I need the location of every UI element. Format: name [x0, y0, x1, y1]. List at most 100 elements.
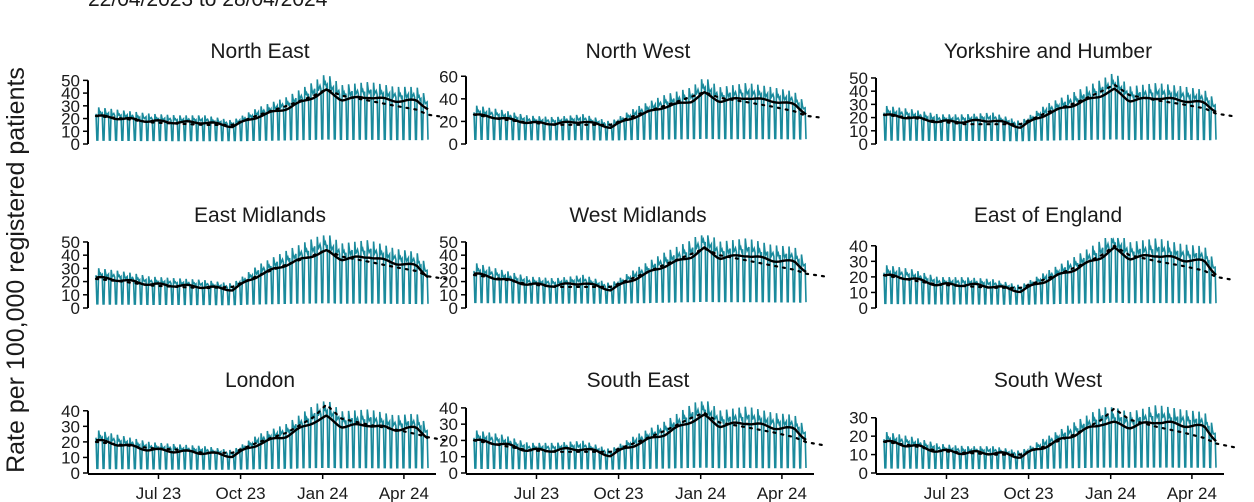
trend-dotted-line — [472, 411, 826, 453]
panel-title: South West — [994, 369, 1102, 392]
y-tick-label: 10 — [439, 286, 458, 305]
daily-rate-line — [95, 75, 429, 142]
y-tick-label: 0 — [71, 135, 80, 154]
smoothed-average-line — [95, 88, 429, 129]
y-tick-label: 30 — [849, 95, 868, 114]
x-tick-label: Oct 23 — [594, 484, 644, 502]
y-tick-label: 20 — [439, 273, 458, 292]
y-tick-label: 30 — [61, 417, 80, 436]
y-tick-label: 50 — [61, 71, 80, 90]
smoothed-average-line — [95, 414, 429, 459]
smoothed-average-line — [473, 90, 807, 130]
panel-title: East of England — [974, 204, 1122, 227]
y-tick-label: 10 — [61, 448, 80, 467]
y-tick-label: 40 — [61, 84, 80, 103]
x-tick-label: Jan 24 — [1085, 484, 1136, 502]
trend-dotted-line — [472, 90, 826, 126]
y-tick-label: 30 — [849, 409, 868, 428]
y-tick-label: 10 — [849, 283, 868, 302]
y-tick-label: 0 — [71, 299, 80, 318]
smoothed-average-line — [883, 246, 1217, 294]
y-tick-label: 0 — [71, 464, 80, 483]
y-tick-label: 50 — [439, 233, 458, 252]
y-tick-label: 40 — [439, 399, 458, 418]
y-tick-label: 40 — [61, 246, 80, 265]
y-tick-label: 20 — [61, 110, 80, 129]
smoothed-average-line — [473, 246, 807, 292]
daily-rate-line — [883, 405, 1217, 470]
y-tick-label: 0 — [859, 299, 868, 318]
x-tick-label: Oct 23 — [1004, 484, 1054, 502]
y-tick-label: 20 — [849, 268, 868, 287]
smoothed-average-line — [95, 248, 429, 292]
x-tick-label: Jan 24 — [297, 484, 348, 502]
y-tick-label: 10 — [439, 448, 458, 467]
x-tick-label: Jul 23 — [924, 484, 969, 502]
x-tick-label: Jul 23 — [136, 484, 181, 502]
y-tick-label: 40 — [849, 237, 868, 256]
panel-title: South East — [587, 369, 690, 392]
daily-rate-line — [95, 235, 429, 306]
daily-rate-line — [883, 73, 1217, 142]
x-tick-label: Oct 23 — [216, 484, 266, 502]
y-tick-label: 30 — [849, 252, 868, 271]
y-tick-label: 30 — [439, 415, 458, 434]
y-tick-label: 40 — [439, 90, 458, 109]
panel-title: North West — [586, 40, 691, 63]
panel-north-west: North West 0 20 40 60 — [439, 40, 826, 154]
y-axis-label: Rate per 100,000 registered patients — [2, 67, 30, 473]
smoothed-average-line — [883, 87, 1217, 129]
y-tick-label: 50 — [61, 233, 80, 252]
y-tick-label: 30 — [61, 259, 80, 278]
y-tick-label: 10 — [849, 122, 868, 141]
y-tick-label: 10 — [849, 446, 868, 465]
daily-rate-line — [95, 401, 429, 470]
x-tick-label: Jan 24 — [675, 484, 726, 502]
y-tick-label: 40 — [61, 402, 80, 421]
y-tick-label: 60 — [439, 67, 458, 86]
x-tick-label: Apr 24 — [1167, 484, 1217, 502]
panel-title: West Midlands — [569, 204, 706, 227]
y-tick-label: 20 — [61, 273, 80, 292]
y-tick-label: 20 — [439, 431, 458, 450]
y-tick-label: 40 — [849, 82, 868, 101]
y-tick-label: 0 — [449, 135, 458, 154]
y-tick-label: 10 — [61, 122, 80, 141]
daily-rate-line — [473, 235, 807, 304]
daily-rate-line — [473, 401, 807, 470]
trend-dotted-line — [882, 83, 1236, 126]
y-tick-label: 30 — [439, 259, 458, 278]
smoothed-average-line — [473, 413, 807, 458]
y-tick-label: 0 — [859, 464, 868, 483]
smoothed-average-line — [883, 420, 1217, 459]
daily-rate-line — [883, 236, 1217, 305]
y-tick-label: 0 — [449, 464, 458, 483]
y-tick-label: 0 — [859, 135, 868, 154]
y-tick-label: 10 — [61, 286, 80, 305]
x-tick-label: Apr 24 — [379, 484, 429, 502]
x-tick-label: Apr 24 — [757, 484, 807, 502]
trend-dotted-line — [94, 403, 448, 454]
x-tick-label: Jul 23 — [514, 484, 559, 502]
chart-subtitle: 22/04/2023 to 28/04/2024 — [88, 0, 328, 11]
panel-title: Yorkshire and Humber — [944, 40, 1152, 63]
y-tick-label: 20 — [849, 427, 868, 446]
panel-title: North East — [210, 40, 309, 63]
y-tick-label: 20 — [849, 109, 868, 128]
y-tick-label: 0 — [449, 299, 458, 318]
panel-title: London — [225, 369, 295, 392]
daily-rate-line — [473, 79, 807, 141]
y-tick-label: 50 — [849, 69, 868, 88]
y-tick-label: 20 — [439, 112, 458, 131]
y-tick-label: 20 — [61, 433, 80, 452]
